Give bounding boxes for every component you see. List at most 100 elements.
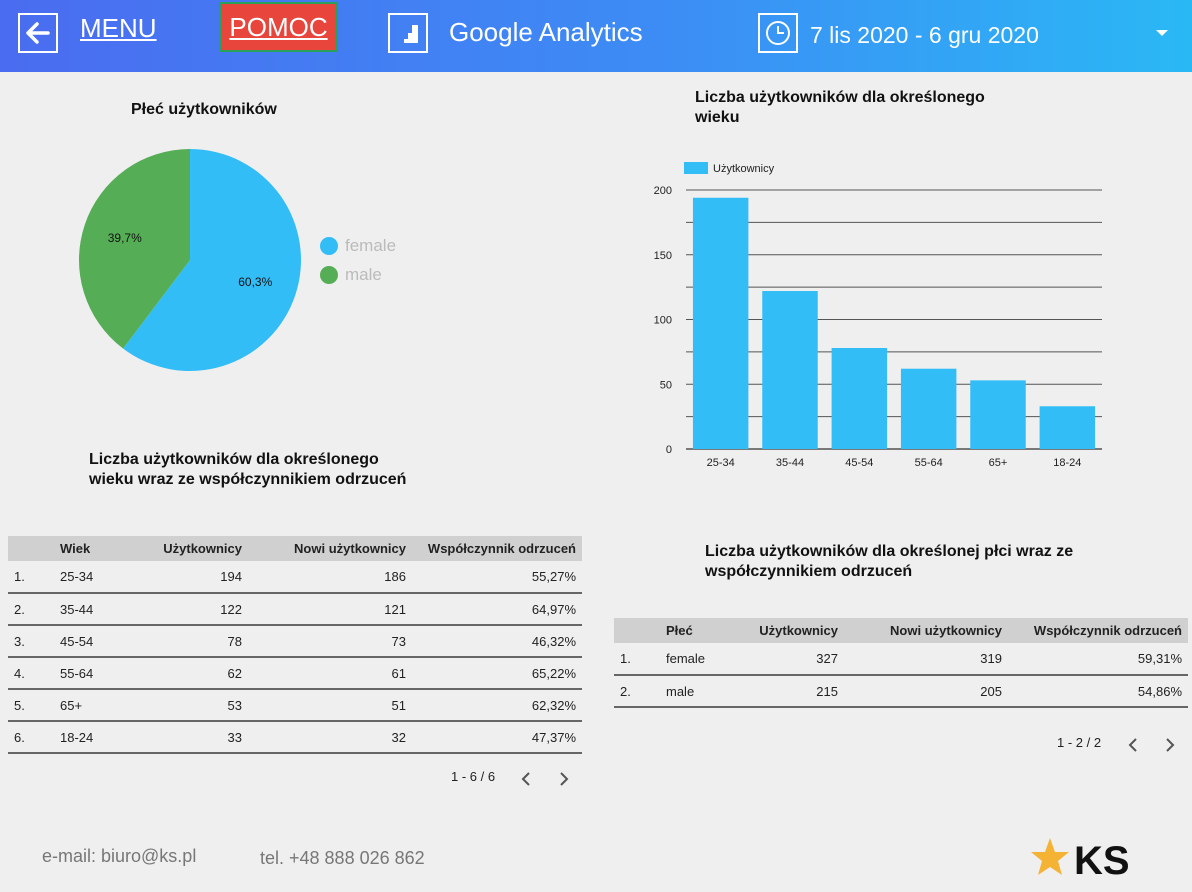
page-title: Google Analytics [449, 17, 643, 47]
table-row: 1. female 327 319 59,31% [614, 643, 1188, 676]
column-header-new-users[interactable]: Nowi użytkownicy [248, 536, 412, 561]
age-cell: 35-44 [54, 593, 124, 626]
column-header-bounce-rate[interactable]: Współczynnik odrzuceń [412, 536, 582, 561]
contact-email: e-mail: biuro@ks.pl [42, 846, 197, 866]
pie-slice-female [123, 149, 302, 371]
bar-25-34 [692, 197, 749, 449]
column-header-new-users[interactable]: Nowi użytkownicy [844, 618, 1008, 643]
gender-pie-chart: 60,3% 39,7% [79, 149, 302, 371]
table-row: 2. 35-44 122 121 64,97% [8, 593, 582, 626]
row-index: 5. [8, 689, 54, 722]
bounce-cell: 64,97% [412, 593, 582, 626]
new-users-cell: 61 [248, 657, 412, 690]
new-users-cell: 186 [248, 561, 412, 594]
clock-icon[interactable] [758, 13, 798, 53]
logo-text: KS [1074, 839, 1130, 880]
arrow-left-icon [26, 22, 50, 44]
column-header-index [8, 536, 54, 561]
pie-slice-label: 60,3% [238, 275, 272, 289]
help-button[interactable]: POMOC [219, 2, 338, 52]
gender-table-pagination: 1 - 2 / 2 [1057, 735, 1102, 750]
row-index: 3. [8, 625, 54, 658]
x-tick-label: 65+ [989, 457, 1008, 469]
age-cell: 25-34 [54, 561, 124, 594]
y-tick-label: 150 [654, 250, 672, 262]
table-row: 5. 65+ 53 51 62,32% [8, 689, 582, 722]
pie-slice-label: 39,7% [108, 231, 142, 245]
bar-65+ [970, 380, 1026, 449]
y-tick-label: 200 [654, 185, 672, 197]
users-cell: 122 [124, 593, 248, 626]
new-users-cell: 319 [844, 643, 1008, 676]
age-bar-chart: Użytkownicy 0 50 100 150 200 25-34 35-44 45-54 5… [654, 162, 1102, 469]
star-icon [1031, 838, 1069, 875]
row-index: 1. [614, 643, 660, 676]
bounce-cell: 59,31% [1008, 643, 1188, 676]
column-header-users[interactable]: Użytkownicy [740, 618, 844, 643]
contact-phone: tel. +48 888 026 862 [260, 848, 425, 868]
header-bar: MENU POMOC Google Analytics 7 lis 2020 -… [0, 0, 1192, 72]
gender-table-title: Liczba użytkowników dla określonej płci … [705, 543, 1074, 580]
chevron-right-icon[interactable] [558, 771, 570, 787]
new-users-cell: 73 [248, 625, 412, 658]
y-tick-label: 50 [660, 379, 672, 391]
legend-swatch-users [684, 162, 708, 174]
new-users-cell: 32 [248, 721, 412, 754]
column-header-users[interactable]: Użytkownicy [124, 536, 248, 561]
gender-pie-title: Płeć użytkowników [131, 101, 277, 118]
age-cell: 18-24 [54, 721, 124, 754]
x-tick-label: 45-54 [845, 457, 873, 469]
pie-slice-male [79, 149, 190, 349]
bar-18-24 [1039, 406, 1096, 449]
table-row: 6. 18-24 33 32 47,37% [8, 721, 582, 754]
new-users-cell: 121 [248, 593, 412, 626]
chevron-right-icon[interactable] [1164, 737, 1176, 753]
users-cell: 53 [124, 689, 248, 722]
gender-cell: female [660, 643, 740, 676]
date-range-picker[interactable]: 7 lis 2020 - 6 gru 2020 [810, 22, 1039, 48]
table-header-row: Wiek Użytkownicy Nowi użytkownicy Współc… [8, 536, 582, 561]
x-tick-label: 55-64 [915, 457, 943, 469]
users-cell: 62 [124, 657, 248, 690]
bar-45-54 [831, 347, 888, 449]
menu-link[interactable]: MENU [80, 13, 157, 43]
table-row: 3. 45-54 78 73 46,32% [8, 625, 582, 658]
legend-label-female: female [345, 236, 397, 255]
legend-swatch-male [320, 266, 338, 284]
chevron-left-icon[interactable] [1127, 737, 1139, 753]
y-tick-label: 100 [654, 315, 672, 327]
back-button[interactable] [18, 13, 58, 53]
x-tick-label: 25-34 [707, 457, 735, 469]
users-cell: 78 [124, 625, 248, 658]
bounce-cell: 54,86% [1008, 675, 1188, 708]
row-index: 2. [8, 593, 54, 626]
column-header-bounce-rate[interactable]: Współczynnik odrzuceń [1008, 618, 1188, 643]
x-tick-label: 35-44 [776, 457, 804, 469]
bounce-cell: 47,37% [412, 721, 582, 754]
legend-label-users: Użytkownicy [713, 163, 775, 175]
table-header-row: Płeć Użytkownicy Nowi użytkownicy Współc… [614, 618, 1188, 643]
new-users-cell: 205 [844, 675, 1008, 708]
row-index: 2. [614, 675, 660, 708]
legend-swatch-female [320, 237, 338, 255]
column-header-age[interactable]: Wiek [54, 536, 124, 561]
age-chart-title: Liczba użytkowników dla określonego wiek… [695, 89, 985, 126]
gender-table: Płeć Użytkownicy Nowi użytkownicy Współc… [614, 618, 1188, 708]
users-cell: 327 [740, 643, 844, 676]
table-row: 4. 55-64 62 61 65,22% [8, 657, 582, 690]
bounce-cell: 55,27% [412, 561, 582, 594]
age-table-pagination: 1 - 6 / 6 [451, 769, 496, 784]
age-cell: 55-64 [54, 657, 124, 690]
gender-cell: male [660, 675, 740, 708]
column-header-gender[interactable]: Płeć [660, 618, 740, 643]
age-table-title: Liczba użytkowników dla określonego wiek… [89, 451, 407, 488]
bar-55-64 [900, 368, 957, 449]
row-index: 6. [8, 721, 54, 754]
users-cell: 33 [124, 721, 248, 754]
table-row: 2. male 215 205 54,86% [614, 675, 1188, 708]
bounce-cell: 62,32% [412, 689, 582, 722]
table-row: 1. 25-34 194 186 55,27% [8, 561, 582, 594]
chevron-left-icon[interactable] [520, 771, 532, 787]
age-table: Wiek Użytkownicy Nowi użytkownicy Współc… [8, 536, 582, 754]
chevron-down-icon[interactable] [1156, 30, 1168, 36]
